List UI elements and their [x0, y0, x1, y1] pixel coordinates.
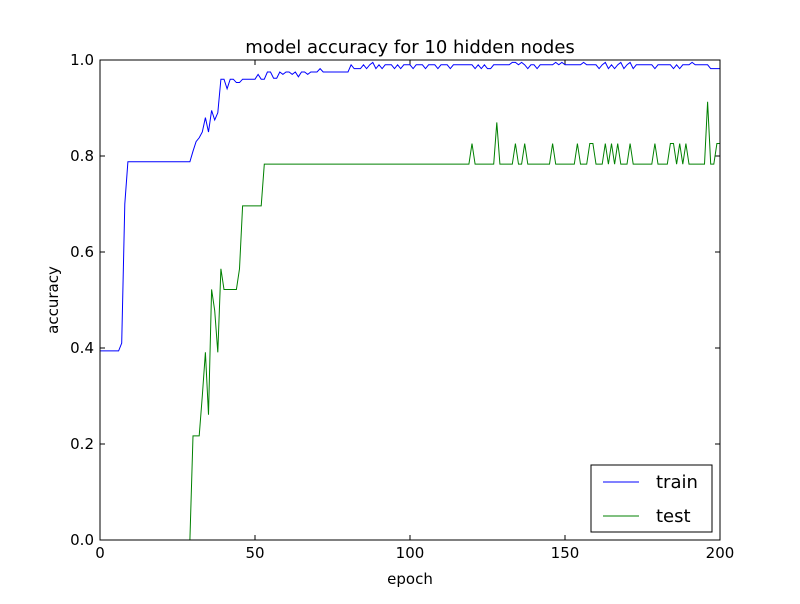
x-tick-label: 150 — [551, 544, 580, 562]
legend-label-test: test — [656, 506, 691, 527]
series-line-train — [100, 61, 720, 352]
legend: train test — [590, 464, 713, 533]
y-tick-label: 0.0 — [70, 531, 94, 549]
legend-label-train: train — [656, 472, 698, 493]
y-tick-label: 0.8 — [70, 147, 94, 165]
plot-frame — [99, 59, 721, 541]
chart-title: model accuracy for 10 hidden nodes — [245, 37, 575, 58]
y-tick-label: 0.6 — [70, 243, 94, 261]
y-tick-label: 0.4 — [70, 339, 94, 357]
x-axis-title: epoch — [387, 570, 433, 588]
y-axis-title: accuracy — [44, 266, 62, 334]
x-tick-label: 0 — [95, 544, 105, 562]
tick-layer: 0 50 100 150 200 0.0 0.2 0.4 0.6 0.8 1.0 — [70, 51, 734, 562]
y-tick-label: 0.2 — [70, 435, 94, 453]
series-line-test — [100, 101, 720, 541]
legend-box — [590, 464, 713, 533]
x-tick-label: 50 — [245, 544, 264, 562]
x-tick-label: 100 — [396, 544, 425, 562]
x-tick-label: 200 — [706, 544, 735, 562]
y-tick-label: 1.0 — [70, 51, 94, 69]
series-layer — [100, 61, 720, 541]
